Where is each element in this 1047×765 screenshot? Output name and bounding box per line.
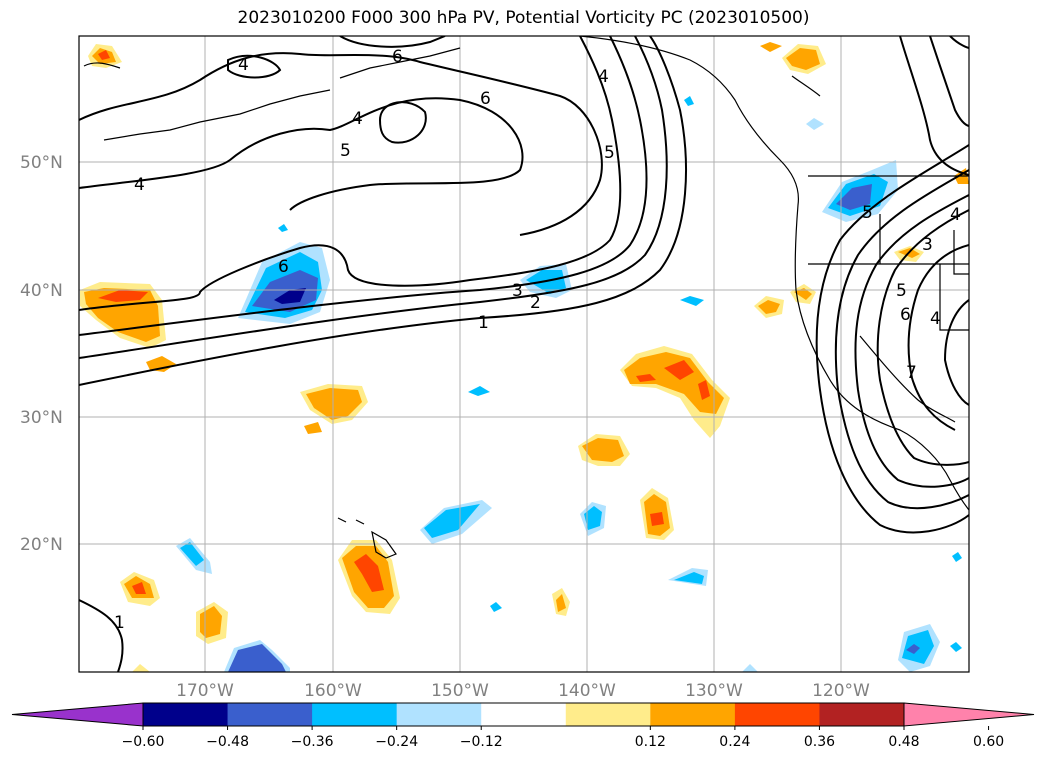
contour-label: 4: [134, 175, 145, 195]
colorbar-segment: [650, 703, 736, 726]
contour-label: 2: [530, 293, 541, 313]
lon-label: 160°W: [304, 681, 362, 701]
contour-label: 7: [906, 363, 917, 383]
contour-label: 6: [480, 89, 491, 109]
colorbar-segment: [819, 703, 905, 726]
contour-label: 1: [114, 613, 125, 633]
contour-label: 5: [896, 281, 907, 301]
lon-label: 140°W: [558, 681, 616, 701]
contour-label: 5: [604, 143, 615, 163]
contour-label: 4: [238, 55, 249, 75]
contour-label: 1: [478, 313, 489, 333]
negative-pv-anomalies: [176, 96, 962, 672]
contour-label: 5: [340, 141, 351, 161]
coastlines: [83, 36, 969, 559]
contour-label: 3: [512, 281, 523, 301]
colorbar-segment: [143, 703, 229, 726]
map-frame: [78, 35, 970, 673]
colorbar-outline: [142, 702, 905, 727]
pv-contours: [79, 36, 969, 672]
contour-label: 4: [352, 109, 363, 129]
contour-label: 4: [950, 205, 961, 225]
lat-label: 20°N: [20, 535, 63, 555]
colorbar-segment: [565, 703, 651, 726]
colorbar-tick-label: 0.36: [804, 734, 835, 750]
contour-label: 6: [392, 47, 403, 67]
lat-label: 30°N: [20, 408, 63, 428]
lon-label: 170°W: [176, 681, 234, 701]
colorbar-extend-high: [903, 702, 1035, 727]
lon-label: 120°W: [812, 681, 870, 701]
contour-label: 5: [862, 203, 873, 223]
lat-label: 40°N: [20, 281, 63, 301]
contour-labels: 4 6 6 4 5 4 4 5 6 5 3 2 1 4 3 4 5 6 7 1: [114, 47, 961, 633]
contour-label: 4: [930, 309, 941, 329]
colorbar-extend-low: [11, 702, 144, 727]
contour-label: 6: [278, 257, 289, 277]
colorbar-segment: [396, 703, 482, 726]
contour-label: 6: [900, 305, 911, 325]
colorbar-tick-label: 0.24: [719, 734, 750, 750]
colorbar-tick-label: −0.60: [122, 734, 165, 750]
colorbar-tick-label: −0.12: [460, 734, 503, 750]
colorbar-tick-label: −0.48: [206, 734, 249, 750]
contour-label: 4: [598, 67, 609, 87]
colorbar-tick-label: −0.36: [291, 734, 334, 750]
colorbar-segment: [312, 703, 398, 726]
lon-label: 150°W: [431, 681, 489, 701]
longitude-labels: 170°W 160°W 150°W 140°W 130°W 120°W: [176, 681, 870, 701]
map-title: 2023010200 F000 300 hPa PV, Potential Vo…: [237, 8, 810, 28]
colorbar-segment: [227, 703, 313, 726]
lat-label: 50°N: [20, 153, 63, 173]
colorbar-segment: [481, 703, 567, 726]
latitude-labels: 50°N 40°N 30°N 20°N: [20, 153, 63, 555]
lon-label: 130°W: [685, 681, 743, 701]
colorbar-tick-label: 0.60: [973, 734, 1004, 750]
colorbar-tick-label: 0.12: [635, 734, 666, 750]
colorbar: −0.60 −0.48 −0.36 −0.24 −0.12 0.12 0.24 0.36 0.4…: [11, 702, 1035, 750]
contour-label: 3: [922, 235, 933, 255]
colorbar-tick-label: 0.48: [888, 734, 919, 750]
colorbar-tick-label: −0.24: [375, 734, 418, 750]
map-area: 4 6 6 4 5 4 4 5 6 5 3 2 1 4 3 4 5 6 7 1: [79, 36, 969, 672]
colorbar-segment: [734, 703, 820, 726]
